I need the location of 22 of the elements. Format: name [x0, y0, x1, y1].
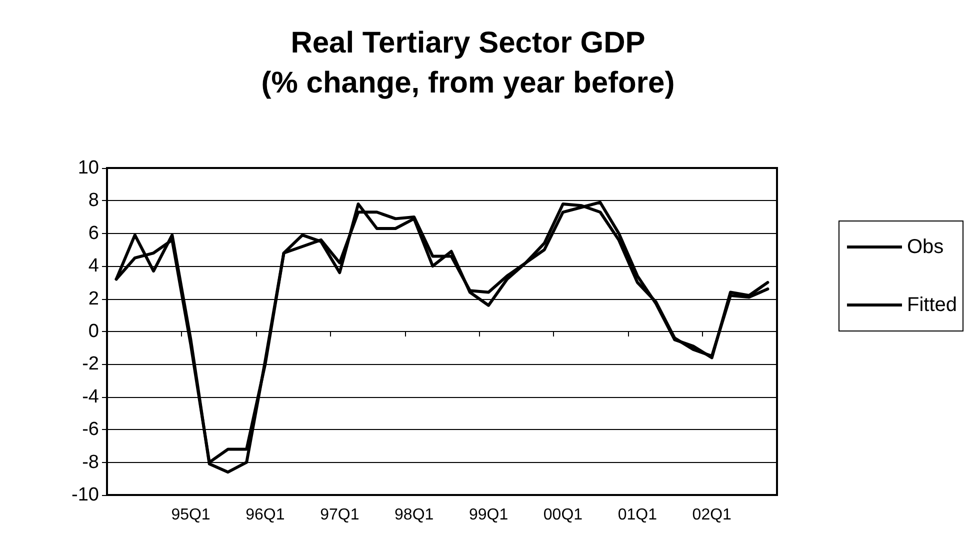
- y-tick-label: 2: [88, 288, 99, 310]
- legend-label: Obs: [906, 236, 944, 258]
- y-tick-label: 10: [78, 158, 99, 178]
- legend-label: Fitted: [906, 294, 958, 316]
- x-tick-label: 97Q1: [320, 506, 360, 524]
- y-tick-label: 6: [88, 222, 99, 244]
- x-tick-label: 99Q1: [468, 506, 508, 524]
- x-tick-label: 98Q1: [394, 506, 434, 524]
- y-tick-label: 4: [88, 256, 100, 277]
- y-tick-label: 0: [88, 321, 99, 342]
- x-tick-label: 96Q1: [246, 506, 285, 524]
- y-tick-label: -10: [72, 484, 99, 506]
- y-tick-label: -6: [82, 419, 99, 440]
- x-tick-label: 02Q1: [692, 506, 732, 524]
- x-tick-label: 95Q1: [171, 506, 210, 524]
- y-tick-label: -8: [82, 452, 99, 473]
- y-tick-label: -4: [82, 386, 100, 408]
- x-tick-label: 01Q1: [618, 506, 658, 524]
- chart-title: Real Tertiary Sector GDP (% change, from year before): [261, 26, 675, 100]
- x-tick-label: 00Q1: [543, 506, 583, 524]
- y-tick-label: 8: [88, 190, 99, 212]
- y-tick-label: -2: [82, 354, 99, 375]
